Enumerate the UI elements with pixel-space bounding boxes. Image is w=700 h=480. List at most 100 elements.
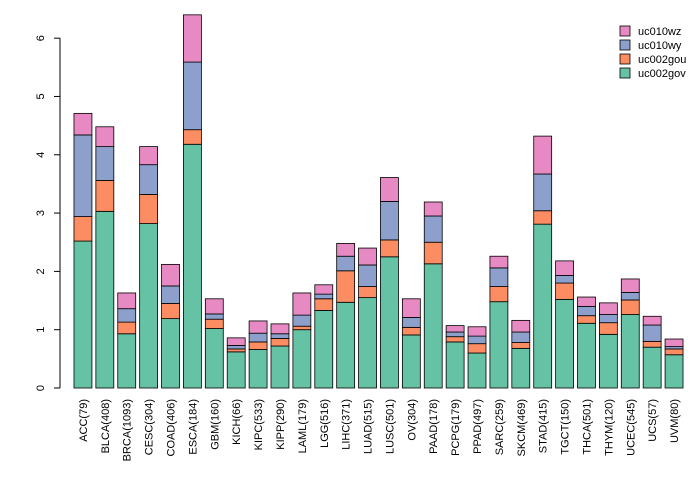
bar-segment-uc002gov [183,143,202,389]
x-tick-label: THYM(120) [603,399,615,456]
legend-swatch-uc002gov [619,67,631,79]
bar-segment-uc002gov [401,334,421,389]
bar-segment-uc010wz [183,14,202,63]
bar-segment-uc010wz [358,247,377,266]
bar-segment-uc010wy [292,314,312,327]
x-tick-label: PCPG(179) [450,399,462,456]
bar-segment-uc010wz [642,315,662,326]
bar-segment-uc002gov [314,310,334,389]
legend-label-uc010wz: uc010wz [638,26,681,38]
bar-segment-uc010wy [314,293,334,300]
bar-segment-uc010wy [204,313,224,320]
bar-segment-uc010wz [204,298,224,315]
bar-segment-uc010wy [336,255,356,272]
bar-segment-uc010wy [577,305,596,317]
bar-segment-uc002gou [139,194,159,224]
bar-segment-uc002gou [270,338,290,347]
bar-segment-uc010wy [380,201,399,241]
bar-segment-uc002gou [336,270,356,303]
bar-segment-uc002gov [577,322,596,389]
bar-segment-uc002gou [314,298,334,311]
legend-swatch-uc010wy [619,39,631,51]
bar-segment-uc010wy [555,275,574,284]
bar-segment-uc010wy [511,331,531,343]
bar-segment-uc002gov [664,354,684,389]
bar-segment-uc010wz [555,260,574,276]
legend-swatch-uc002gou [619,53,631,65]
x-tick-label: PAAD(178) [428,399,440,454]
bar-segment-uc002gou [117,321,137,335]
bar-segment-uc010wy [270,333,290,339]
x-axis-labels: ACC(79) BLCA(408) BRCA(1093) CESC(304) COAD(… [78,399,681,461]
bar-segment-uc002gov [139,223,159,389]
bar-segment-uc002gov [204,328,224,389]
bar-segment-uc002gou [358,286,377,299]
bar-segment-uc010wy [117,308,137,323]
y-tick-label: 4 [35,152,47,158]
bar-segment-uc010wy [401,317,421,328]
bar-segment-uc010wy [248,332,268,343]
bar-segment-uc010wy [489,267,509,287]
bar-segment-uc002gou [620,299,640,315]
bar-segment-uc010wz [533,135,553,175]
bar-segment-uc010wy [620,291,640,301]
bar-segment-uc002gov [489,301,509,389]
bar-segment-uc002gou [183,129,202,145]
x-tick-label: KIPC(533) [253,399,265,450]
bar-segment-uc002gov [336,301,356,389]
x-tick-label: LGG(516) [319,399,331,448]
x-tick-label: BRCA(1093) [122,399,134,461]
x-tick-label: TGCT(150) [560,399,572,455]
bar-segment-uc010wy [183,61,202,131]
bar-segment-uc010wz [423,201,443,217]
bar-segment-uc002gov [467,352,487,389]
bar-segment-uc010wy [598,314,618,324]
bar-segment-uc010wy [226,345,246,350]
y-tick-label: 3 [35,210,47,216]
x-tick-label: PPAD(497) [472,399,484,454]
y-tick-label: 5 [35,93,47,99]
bar-segment-uc002gou [511,342,531,349]
bar-segment-uc010wz [336,242,356,257]
x-tick-label: COAD(406) [166,399,178,456]
x-tick-label: LAML(179) [297,399,309,453]
bar-segment-uc002gou [577,315,596,324]
bar-segment-uc002gov [95,210,115,389]
bar-segment-uc010wz [314,284,334,295]
bar-segment-uc010wz [161,263,180,287]
bar-segment-uc002gou [161,303,180,320]
bar-segment-uc010wy [358,264,377,287]
bar-segment-uc010wz [95,126,115,148]
bar-segment-uc010wy [161,285,180,304]
bar-segment-uc002gov [270,345,290,389]
bar-segment-uc002gou [248,341,268,350]
x-tick-label: LUSC(501) [384,399,396,454]
bar-segment-uc010wz [467,326,487,337]
bar-segment-uc002gov [226,351,246,389]
y-tick-label: 0 [35,385,47,391]
bar-segment-uc010wz [577,296,596,307]
bar-segment-uc002gov [445,341,465,389]
bar-segment-uc010wy [95,146,115,181]
bar-segment-uc010wy [533,173,553,212]
bar-segment-uc010wz [511,319,531,333]
y-axis: 0 1 2 3 4 5 6 [35,35,61,391]
legend-label-uc002gou: uc002gou [638,54,686,66]
bar-segment-uc010wy [467,335,487,345]
bar-segment-uc010wz [380,177,399,202]
bar-segment-uc002gov [533,223,553,389]
bar-segment-uc002gou [642,340,662,348]
bar-segment-uc002gou [555,282,574,300]
bar-segment-uc002gov [73,240,93,389]
bar-segment-uc010wz [248,320,268,334]
bar-segment-uc002gou [489,286,509,303]
x-tick-label: ACC(79) [78,399,90,442]
x-tick-label: KICH(66) [231,399,243,445]
bar-segment-uc002gou [423,241,443,265]
bar-segment-uc010wy [642,324,662,342]
x-tick-label: KIPP(290) [275,399,287,450]
bar-segment-uc002gov [248,349,268,389]
bar-segment-uc010wz [139,146,159,166]
x-tick-label: CESC(304) [144,399,156,455]
